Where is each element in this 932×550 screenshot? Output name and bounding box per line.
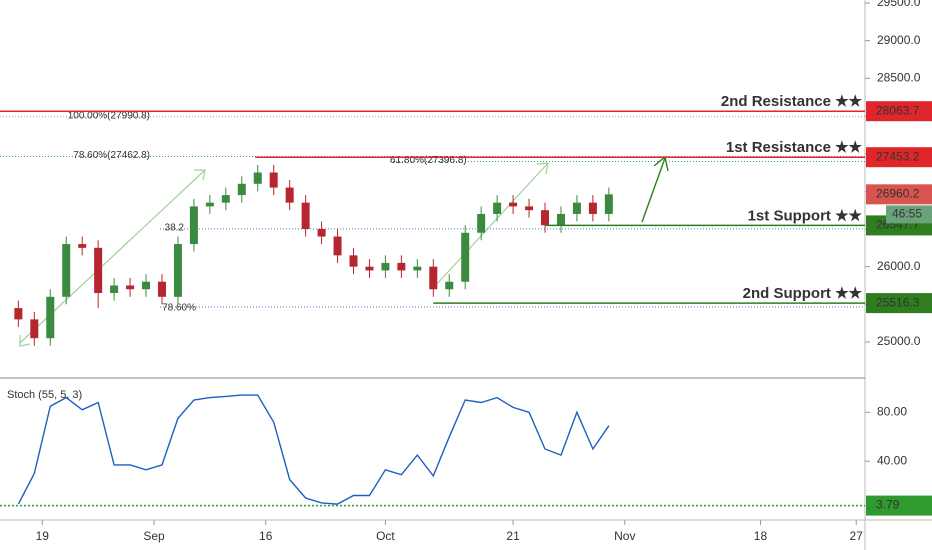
level-tag [866, 147, 932, 168]
level-tag-label: 27453.2 [876, 149, 920, 163]
level-name: 1st Resistance ★★ [726, 139, 863, 156]
level-tag-label: 3.79 [876, 498, 900, 512]
y-tick-label: 25000.0 [877, 334, 921, 348]
x-tick-label: 27 [850, 529, 864, 543]
candle-body [509, 202, 518, 207]
fib-label: 100.00%(27990.8) [68, 110, 150, 121]
candle-body [541, 210, 550, 226]
x-tick-label: 18 [754, 529, 768, 543]
candle-body [461, 232, 470, 282]
y-tick-label: 80.00 [877, 404, 907, 418]
candle-body [269, 172, 278, 188]
candle-body [285, 187, 294, 203]
level-name: 2nd Resistance ★★ [721, 93, 863, 110]
candle-body [604, 194, 613, 214]
candle-body [301, 202, 310, 229]
level-tag [866, 495, 932, 516]
candle-body [317, 228, 326, 237]
arrow [435, 162, 549, 286]
countdown: 46:55 [892, 207, 922, 221]
candle-body [477, 213, 486, 233]
x-tick-label: Nov [614, 529, 635, 543]
candle-body [14, 308, 23, 320]
candle-body [413, 266, 422, 271]
level-tag [866, 293, 932, 314]
level-name: 1st Support ★★ [748, 207, 863, 224]
candle-body [333, 236, 342, 256]
candle-body [365, 266, 374, 271]
fib-label: 61.80%(27396.8) [390, 155, 467, 166]
candle-body [205, 202, 214, 207]
candle-body [221, 195, 230, 203]
candle-body [110, 285, 119, 294]
candle-body [572, 202, 581, 214]
arrow-head [536, 162, 549, 175]
y-tick-label: 26000.0 [877, 259, 921, 273]
candle-body [349, 255, 358, 267]
x-tick-label: 19 [36, 529, 50, 543]
candle-body [62, 244, 71, 297]
level-tag [866, 101, 932, 122]
x-tick-label: Oct [376, 529, 395, 543]
candle-body [78, 244, 87, 248]
candle-body [493, 202, 502, 214]
candle-body [94, 247, 103, 294]
x-tick-label: 16 [259, 529, 273, 543]
y-tick-label: 28500.0 [877, 71, 921, 85]
countdown-tag [886, 205, 932, 224]
candle-body [173, 244, 182, 297]
candle-body [157, 281, 166, 297]
last-price-label: 26960.2 [876, 187, 920, 201]
x-tick-label: 21 [506, 529, 520, 543]
candle-body [588, 202, 597, 214]
candle-body [445, 281, 454, 290]
y-tick-label: 29000.0 [877, 33, 921, 47]
candle-body [429, 266, 438, 290]
candle-body [525, 206, 534, 211]
y-tick-label: 29500.0 [877, 0, 921, 9]
x-tick-label: Sep [143, 529, 165, 543]
candle-body [142, 281, 151, 290]
fib-label: 78.60% [162, 303, 196, 314]
fib-label: 38.2 [165, 222, 185, 233]
indicator-title: Stoch (55, 5, 3) [7, 389, 82, 401]
candle-body [397, 262, 406, 271]
arrow-head [194, 169, 206, 181]
fib-label: 78.60%(27462.8) [73, 150, 150, 161]
arrow [641, 157, 666, 223]
candle-body [189, 206, 198, 245]
last-price-tag [866, 184, 932, 205]
stoch-line [17, 394, 610, 505]
candle-body [253, 172, 262, 184]
candle-body [126, 285, 135, 290]
candle-body [30, 319, 39, 339]
level-tag-label: 28063.7 [876, 103, 920, 117]
level-tag-label: 25516.3 [876, 295, 920, 309]
candle-body [237, 183, 246, 196]
arrow-tail [19, 335, 31, 347]
candle-body [46, 296, 55, 339]
level-name: 2nd Support ★★ [743, 285, 863, 302]
candle-body [556, 213, 565, 226]
y-tick-label: 40.00 [877, 453, 907, 467]
candle-body [381, 262, 390, 271]
